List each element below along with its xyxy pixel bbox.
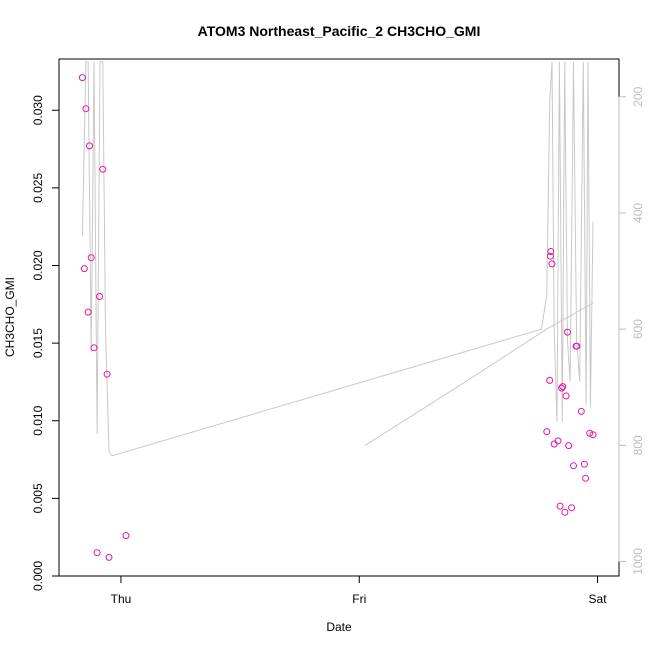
- y-tick-label: 0.010: [31, 405, 45, 435]
- data-point: [561, 508, 569, 516]
- data-point: [562, 392, 570, 400]
- data-point: [546, 252, 554, 260]
- pressure-lines: [81, 61, 594, 457]
- data-point: [93, 549, 101, 557]
- data-point: [558, 384, 566, 392]
- y-tick-label: 0.030: [31, 95, 45, 125]
- data-point: [573, 342, 581, 350]
- y-axis: 0.000 0.005 0.010 0.015 0.020 0.025 0.030: [31, 95, 60, 591]
- data-point: [559, 383, 567, 391]
- data-point: [580, 460, 588, 468]
- y-tick-label: 0.000: [31, 561, 45, 591]
- y2-tick-label: 600: [631, 319, 645, 339]
- data-point: [554, 437, 562, 445]
- x-tick-label: Fri: [352, 592, 366, 606]
- data-point: [122, 532, 130, 540]
- data-point: [586, 429, 594, 437]
- x-axis: Thu Fri Sat: [111, 575, 608, 606]
- data-point: [546, 376, 554, 384]
- pressure-line-segment: [81, 61, 594, 457]
- pressure-line-segment: [364, 302, 594, 446]
- data-point: [568, 504, 576, 512]
- x-tick-label: Thu: [111, 592, 132, 606]
- data-point: [90, 344, 98, 352]
- data-point: [543, 428, 551, 436]
- data-point: [547, 248, 555, 255]
- data-point: [80, 265, 88, 273]
- y2-tick-label: 200: [631, 86, 645, 106]
- data-point: [103, 370, 111, 378]
- data-point: [564, 328, 571, 336]
- data-points: [78, 74, 597, 561]
- data-point: [87, 254, 95, 262]
- data-point: [577, 407, 585, 415]
- data-point: [78, 74, 86, 82]
- chart-title: ATOM3 Northeast_Pacific_2 CH3CHO_GMI: [198, 23, 481, 39]
- data-point: [565, 442, 573, 450]
- data-point: [84, 308, 92, 316]
- data-point: [86, 142, 93, 150]
- data-point: [105, 553, 113, 561]
- y-tick-label: 0.015: [31, 328, 45, 358]
- y2-tick-label: 400: [631, 203, 645, 223]
- y-tick-label: 0.005: [31, 483, 45, 513]
- y2-tick-label: 800: [631, 435, 645, 455]
- data-point: [548, 260, 556, 268]
- data-point: [550, 440, 558, 448]
- data-point: [96, 293, 103, 300]
- plot-frame: [58, 58, 620, 577]
- data-point: [570, 462, 577, 470]
- data-point: [556, 502, 564, 510]
- x-axis-label: Date: [326, 620, 352, 634]
- data-point: [582, 474, 590, 482]
- data-point: [99, 165, 107, 173]
- x-tick-label: Sat: [589, 592, 608, 606]
- data-point: [589, 431, 597, 439]
- y-tick-label: 0.025: [31, 173, 45, 203]
- data-point: [82, 105, 90, 113]
- y-axis-label: CH3CHO_GMI: [3, 277, 17, 357]
- y2-axis: 200 400 600 800 1000: [618, 86, 645, 575]
- y-tick-label: 0.020: [31, 250, 45, 280]
- y2-tick-label: 1000: [631, 548, 645, 575]
